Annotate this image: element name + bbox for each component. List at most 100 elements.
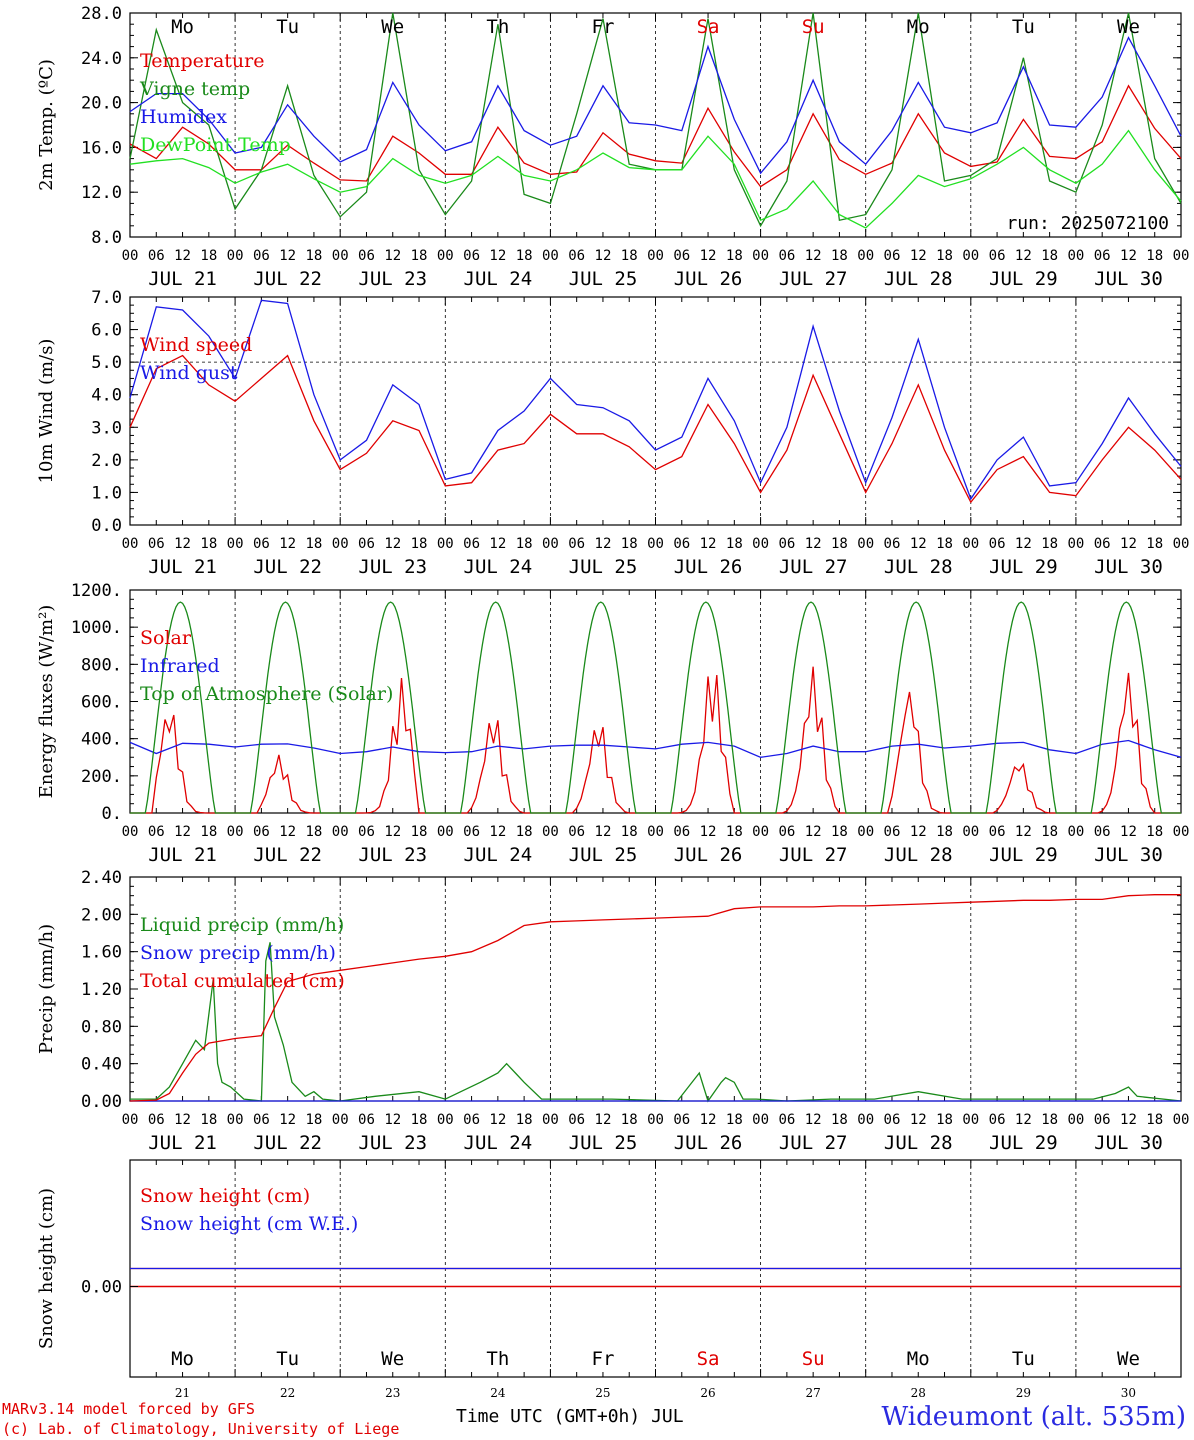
- hour-tick-label: 06: [673, 1112, 690, 1128]
- hour-tick-label: 00: [227, 1112, 244, 1128]
- date-label: JUL 29: [989, 844, 1058, 866]
- legend-vigne-temp: Vigne temp: [139, 78, 250, 100]
- y-axis-title: 2m Temp. (ºC): [36, 59, 57, 191]
- day-abbr-label: Tu: [276, 16, 299, 38]
- date-label: JUL 22: [253, 556, 322, 578]
- legend-snow-precip-mm-h-: Snow precip (mm/h): [140, 942, 336, 964]
- hour-tick-label: 12: [910, 536, 927, 552]
- hour-tick-label: 06: [358, 536, 375, 552]
- hour-tick-label: 06: [778, 1112, 795, 1128]
- hour-tick-label: 12: [279, 824, 296, 840]
- y-tick-label: 1.20: [81, 980, 122, 1000]
- hour-tick-label: 06: [673, 824, 690, 840]
- day-number-label: 27: [806, 1386, 821, 1400]
- panel-3: [129, 589, 1182, 814]
- hour-tick-label: 06: [148, 536, 165, 552]
- hour-tick-label: 18: [621, 536, 638, 552]
- date-label: JUL 27: [779, 844, 848, 866]
- hour-tick-label: 18: [411, 1112, 428, 1128]
- panel-5: [129, 1159, 1182, 1378]
- y-tick-label: 1.60: [81, 943, 122, 963]
- hour-tick-label: 12: [700, 1112, 717, 1128]
- hour-tick-label: 06: [778, 824, 795, 840]
- date-label: JUL 30: [1094, 1132, 1163, 1154]
- hour-tick-label: 00: [332, 824, 349, 840]
- day-number-label: 26: [700, 1386, 715, 1400]
- hour-tick-label: 12: [279, 248, 296, 264]
- y-axis-title: Snow height (cm): [36, 1188, 57, 1349]
- hour-tick-label: 00: [542, 1112, 559, 1128]
- date-label: JUL 30: [1094, 844, 1163, 866]
- hour-tick-label: 18: [305, 536, 322, 552]
- hour-tick-label: 18: [831, 1112, 848, 1128]
- hour-tick-label: 12: [174, 536, 191, 552]
- hour-tick-label: 12: [805, 824, 822, 840]
- y-tick-label: 3.0: [91, 418, 122, 438]
- date-label: JUL 25: [569, 844, 638, 866]
- legend-dewpoint-temp: DewPoint Temp: [140, 134, 291, 156]
- day-abbr-label: We: [381, 1348, 404, 1370]
- y-tick-label: 0.00: [81, 1092, 122, 1112]
- hour-tick-label: 18: [1146, 536, 1163, 552]
- hour-tick-label: 18: [516, 536, 533, 552]
- series-temperature: [129, 84, 1182, 188]
- hour-tick-label: 06: [358, 248, 375, 264]
- y-tick-label: 0.40: [81, 1055, 122, 1075]
- legend-wind-speed: Wind speed: [140, 334, 252, 356]
- hour-tick-label: 18: [831, 536, 848, 552]
- run-label: run: 2025072100: [1006, 213, 1169, 234]
- series-total-cumulated-cm-: [129, 894, 1181, 1102]
- legend-top-of-atmosphere-solar-: Top of Atmosphere (Solar): [140, 683, 393, 705]
- hour-tick-label: 06: [989, 248, 1006, 264]
- y-tick-label: 7.0: [91, 288, 122, 308]
- hour-tick-label: 18: [516, 248, 533, 264]
- hour-tick-label: 00: [542, 248, 559, 264]
- hour-tick-label: 00: [122, 1112, 139, 1128]
- date-label: JUL 23: [358, 556, 427, 578]
- hour-tick-label: 00: [542, 536, 559, 552]
- hour-tick-label: 06: [673, 248, 690, 264]
- hour-tick-label: 12: [910, 248, 927, 264]
- day-abbr-label: Sa: [697, 1348, 720, 1370]
- hour-tick-label: 00: [1067, 824, 1084, 840]
- y-axis-title: Energy fluxes (W/m²): [36, 605, 57, 799]
- hour-tick-label: 18: [726, 824, 743, 840]
- y-axis-title: 10m Wind (m/s): [36, 339, 57, 484]
- hour-tick-label: 06: [778, 248, 795, 264]
- hour-tick-label: 00: [122, 824, 139, 840]
- lab-credit: (c) Lab. of Climatology, University of L…: [2, 1420, 400, 1438]
- hour-tick-label: 00: [227, 824, 244, 840]
- y-axis-title: Precip (mm/h): [36, 924, 57, 1054]
- hour-tick-label: 06: [463, 1112, 480, 1128]
- legend-humidex: Humidex: [140, 106, 227, 128]
- hour-tick-label: 12: [805, 1112, 822, 1128]
- hour-tick-label: 00: [332, 1112, 349, 1128]
- y-tick-label: 400.: [81, 730, 122, 750]
- day-abbr-label: Mo: [171, 16, 194, 38]
- hour-tick-label: 00: [332, 248, 349, 264]
- hour-tick-label: 00: [1067, 1112, 1084, 1128]
- date-label: JUL 30: [1094, 268, 1163, 290]
- date-label: JUL 21: [148, 844, 217, 866]
- legend-snow-height-cm-w-e-: Snow height (cm W.E.): [140, 1213, 358, 1235]
- y-tick-label: 1200.: [71, 581, 122, 601]
- hour-tick-label: 00: [437, 536, 454, 552]
- date-label: JUL 28: [884, 556, 953, 578]
- hour-tick-label: 06: [253, 824, 270, 840]
- hour-tick-label: 18: [516, 1112, 533, 1128]
- date-label: JUL 28: [884, 268, 953, 290]
- hour-tick-label: 12: [489, 1112, 506, 1128]
- hour-tick-label: 12: [279, 536, 296, 552]
- hour-tick-label: 12: [384, 824, 401, 840]
- hour-tick-label: 12: [1120, 824, 1137, 840]
- day-abbr-label: Th: [486, 1348, 509, 1370]
- day-abbr-label: We: [1117, 16, 1140, 38]
- hour-tick-label: 06: [778, 536, 795, 552]
- y-tick-label: 0.80: [81, 1017, 122, 1037]
- y-tick-label: 2.00: [81, 905, 122, 925]
- y-tick-label: 200.: [81, 767, 122, 787]
- date-label: JUL 23: [358, 1132, 427, 1154]
- series-liquid-precip-mm-h-: [130, 942, 1182, 1103]
- hour-tick-label: 18: [936, 536, 953, 552]
- hour-tick-label: 00: [857, 1112, 874, 1128]
